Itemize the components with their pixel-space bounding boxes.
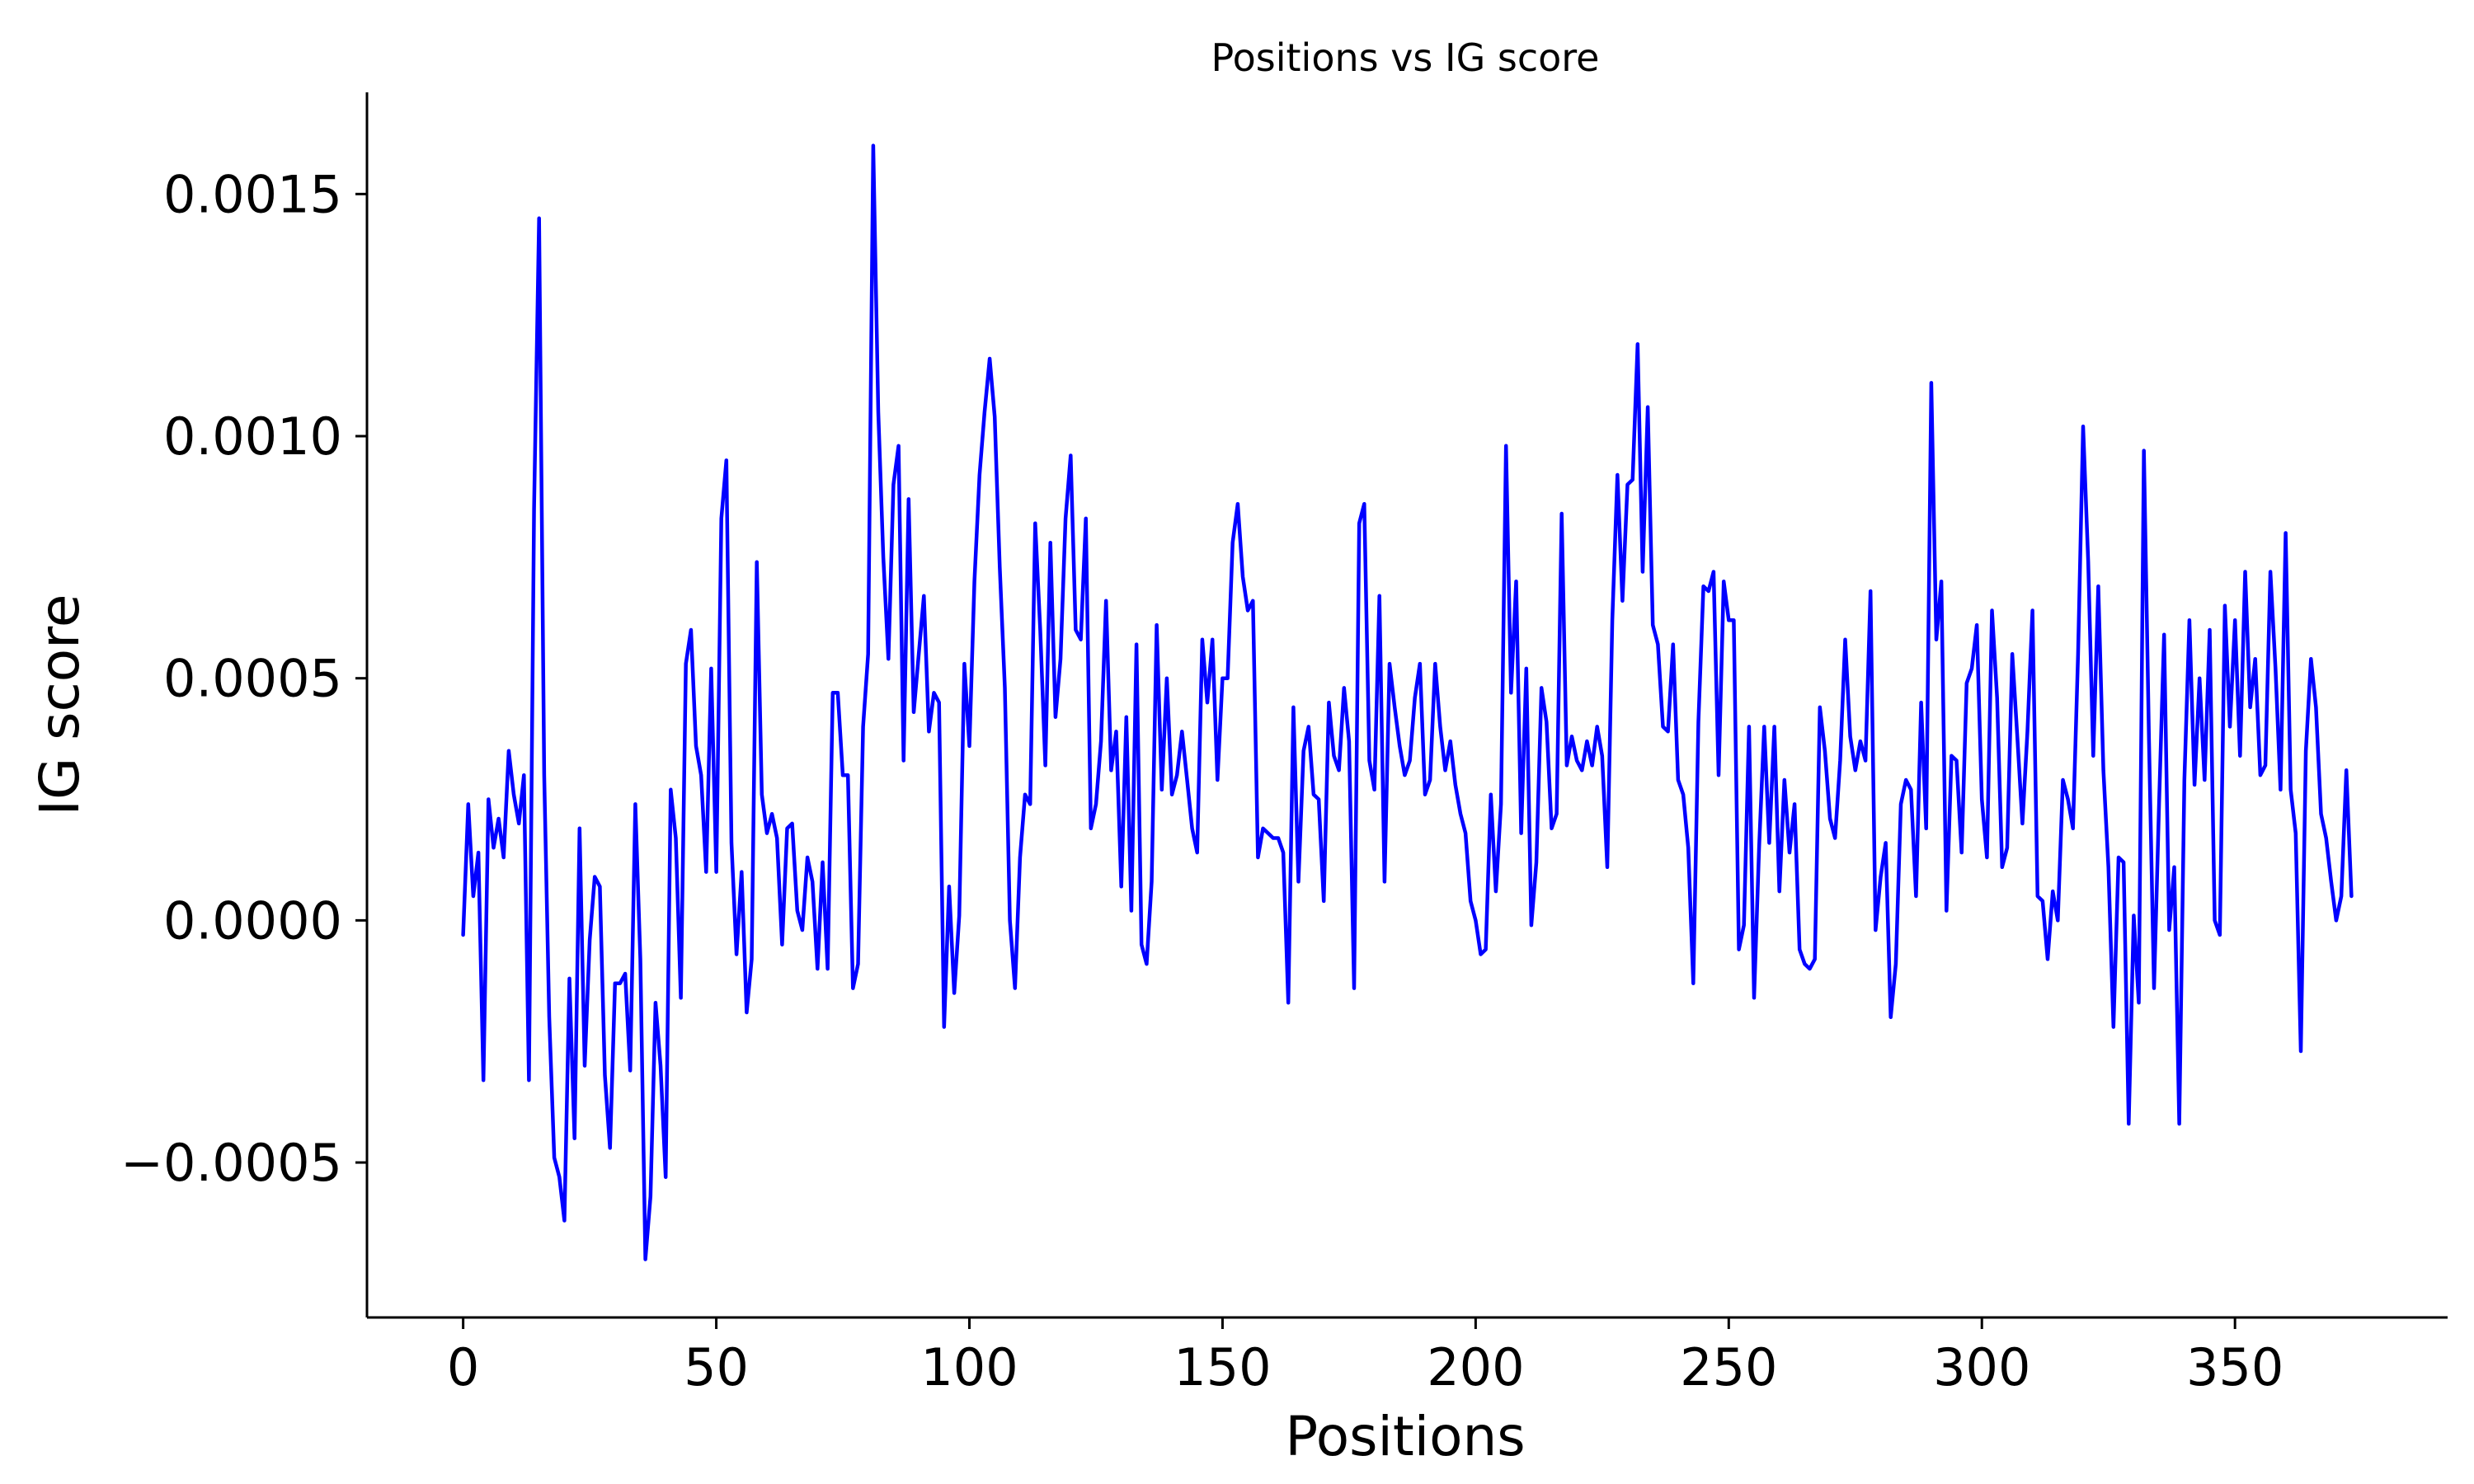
x-axis-label: Positions xyxy=(1285,1405,1525,1468)
x-tick-label: 200 xyxy=(1427,1337,1524,1397)
x-tick-label: 300 xyxy=(1933,1337,2030,1397)
y-tick-label: 0.0005 xyxy=(163,649,342,709)
y-axis-label: IG score xyxy=(28,594,92,816)
x-tick-label: 150 xyxy=(1174,1337,1271,1397)
x-tick-label: 250 xyxy=(1680,1337,1777,1397)
x-axis-ticks: 0 50 100 150 200 250 300 350 xyxy=(447,1317,2284,1397)
y-tick-label: 0.0015 xyxy=(163,164,342,224)
y-tick-label: −0.0005 xyxy=(120,1133,342,1193)
x-tick-label: 100 xyxy=(920,1337,1018,1397)
x-tick-label: 350 xyxy=(2186,1337,2284,1397)
y-tick-label: 0.0010 xyxy=(163,406,342,467)
series-line xyxy=(461,143,2354,1261)
x-tick-label: 0 xyxy=(447,1337,479,1397)
x-tick-label: 50 xyxy=(684,1337,749,1397)
y-tick-label: 0.0000 xyxy=(163,890,342,951)
chart-title: Positions vs IG score xyxy=(1211,35,1600,80)
plot-area xyxy=(461,143,2354,1261)
y-axis-ticks: −0.0005 0.0000 0.0005 0.0010 0.0015 xyxy=(120,164,367,1193)
